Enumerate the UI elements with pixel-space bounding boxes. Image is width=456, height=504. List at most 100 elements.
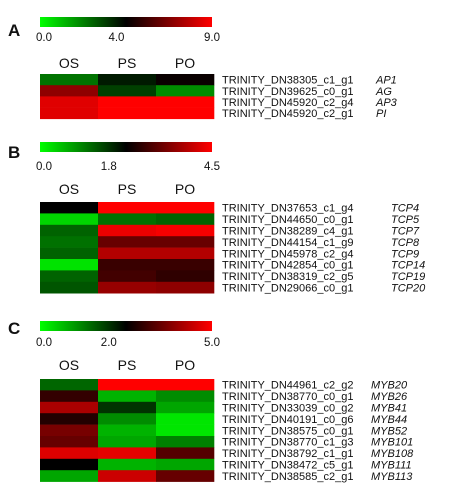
column-header-po: PO <box>175 55 195 71</box>
row-label-gene-name: TCP14 <box>391 260 425 272</box>
heatmap-cell <box>40 202 99 214</box>
heatmap-cell <box>98 470 157 482</box>
row-label-gene-name: TCP5 <box>391 214 420 226</box>
heatmap-cell <box>156 96 215 108</box>
column-header-os: OS <box>59 181 79 197</box>
heatmap-cell <box>156 270 215 283</box>
row-label-transcript-id: TRINITY_DN38305_c1_g1 <box>222 75 353 87</box>
row-label-transcript-id: TRINITY_DN40191_c0_g6 <box>222 414 353 426</box>
row-label-gene-name: MYB101 <box>371 437 413 449</box>
row-label-gene-name: TCP8 <box>391 237 420 249</box>
row-label-transcript-id: TRINITY_DN38770_c0_g1 <box>222 391 353 403</box>
heatmap-cell <box>98 270 157 283</box>
column-header-ps: PS <box>118 357 137 373</box>
color-scale-bar <box>40 321 212 331</box>
row-label-gene-name: MYB20 <box>371 380 408 392</box>
heatmap-cell <box>156 379 215 391</box>
column-header-os: OS <box>59 357 79 373</box>
row-label-gene-name: MYB41 <box>371 403 407 415</box>
heatmap-cell <box>40 470 99 482</box>
heatmap-cell <box>40 379 99 391</box>
row-label-transcript-id: TRINITY_DN44961_c2_g2 <box>222 380 353 392</box>
heatmap-cell <box>98 413 157 425</box>
row-label-transcript-id: TRINITY_DN37653_c1_g4 <box>222 203 353 215</box>
row-label-gene-name: MYB44 <box>371 414 407 426</box>
heatmap-cell <box>156 236 215 248</box>
row-label-transcript-id: TRINITY_DN45978_c2_g4 <box>222 248 353 260</box>
heatmap-cell <box>40 247 99 260</box>
heatmap-cell <box>156 259 215 271</box>
heatmap-cell <box>98 458 157 471</box>
heatmap-cell <box>156 390 215 403</box>
heatmap-cell <box>40 107 99 120</box>
row-label-gene-name: MYB108 <box>371 448 414 460</box>
heatmap-cell <box>98 259 157 271</box>
heatmap-cell <box>98 236 157 248</box>
color-scale-tick-label: 0.0 <box>36 32 52 44</box>
heatmap-cell <box>40 401 99 414</box>
heatmap-cell <box>98 436 157 448</box>
heatmap-cell <box>40 424 99 437</box>
heatmap-cell <box>98 85 157 97</box>
row-label-transcript-id: TRINITY_DN38289_c4_g1 <box>222 226 353 238</box>
row-label-gene-name: MYB52 <box>371 425 407 437</box>
row-label-gene-name: TCP7 <box>391 226 420 238</box>
heatmap-cell <box>98 202 157 214</box>
heatmap-cell <box>156 458 215 471</box>
color-scale-tick-label: 0.0 <box>36 337 52 349</box>
heatmap-cell <box>98 390 157 403</box>
heatmap-cell <box>156 447 215 460</box>
row-label-transcript-id: TRINITY_DN38575_c0_g1 <box>222 425 353 437</box>
color-scale-tick-label: 5.0 <box>204 337 220 349</box>
color-scale-tick-label: 9.0 <box>204 32 220 44</box>
heatmap-cell <box>156 85 215 97</box>
color-scale-tick-label: 4.0 <box>108 32 124 44</box>
row-label-transcript-id: TRINITY_DN38319_c2_g5 <box>222 271 353 283</box>
heatmap-cell <box>98 447 157 460</box>
heatmap-cell <box>40 390 99 403</box>
heatmap-cell <box>40 436 99 448</box>
row-label-transcript-id: TRINITY_DN38472_c5_g1 <box>222 460 353 472</box>
heatmap-cell <box>98 96 157 108</box>
heatmap-cell <box>156 436 215 448</box>
heatmap-cell <box>40 259 99 271</box>
row-label-transcript-id: TRINITY_DN38770_c1_g3 <box>222 437 353 449</box>
heatmap-cell <box>40 236 99 248</box>
heatmap-cell <box>98 74 157 86</box>
heatmap-cell <box>156 401 215 414</box>
heatmap-cell <box>156 470 215 482</box>
heatmap-cell <box>40 458 99 471</box>
heatmap-cell <box>98 107 157 120</box>
color-scale-bar <box>40 17 212 27</box>
heatmap-cell <box>40 224 99 237</box>
heatmap-cell <box>98 224 157 237</box>
heatmap-cell <box>40 213 99 226</box>
heatmap-cell <box>98 401 157 414</box>
heatmap-cell <box>40 270 99 283</box>
color-scale-tick-label: 1.8 <box>101 161 117 173</box>
row-label-transcript-id: TRINITY_DN42854_c0_g1 <box>222 260 353 272</box>
heatmap-cell <box>40 96 99 108</box>
row-label-transcript-id: TRINITY_DN33039_c0_g2 <box>222 403 353 415</box>
heatmap-cell <box>156 281 215 294</box>
heatmap-cell <box>40 281 99 294</box>
heatmap-cell <box>98 213 157 226</box>
column-header-po: PO <box>175 181 195 197</box>
heatmap-cell <box>40 447 99 460</box>
panel-label-c: C <box>8 319 20 338</box>
heatmap-cell <box>156 74 215 86</box>
heatmap-cell <box>98 281 157 294</box>
heatmap-cell <box>98 424 157 437</box>
row-label-transcript-id: TRINITY_DN39625_c0_g1 <box>222 86 353 98</box>
row-label-transcript-id: TRINITY_DN29066_c0_g1 <box>222 283 353 295</box>
row-label-transcript-id: TRINITY_DN45920_c2_g4 <box>222 97 353 109</box>
row-label-gene-name: TCP20 <box>391 283 426 295</box>
row-label-gene-name: TCP19 <box>391 271 425 283</box>
heatmap-cell <box>156 224 215 237</box>
column-header-po: PO <box>175 357 195 373</box>
panel-label-b: B <box>8 143 20 162</box>
row-label-gene-name: AG <box>375 86 392 98</box>
heatmap-cell <box>40 74 99 86</box>
heatmap-cell <box>40 85 99 97</box>
